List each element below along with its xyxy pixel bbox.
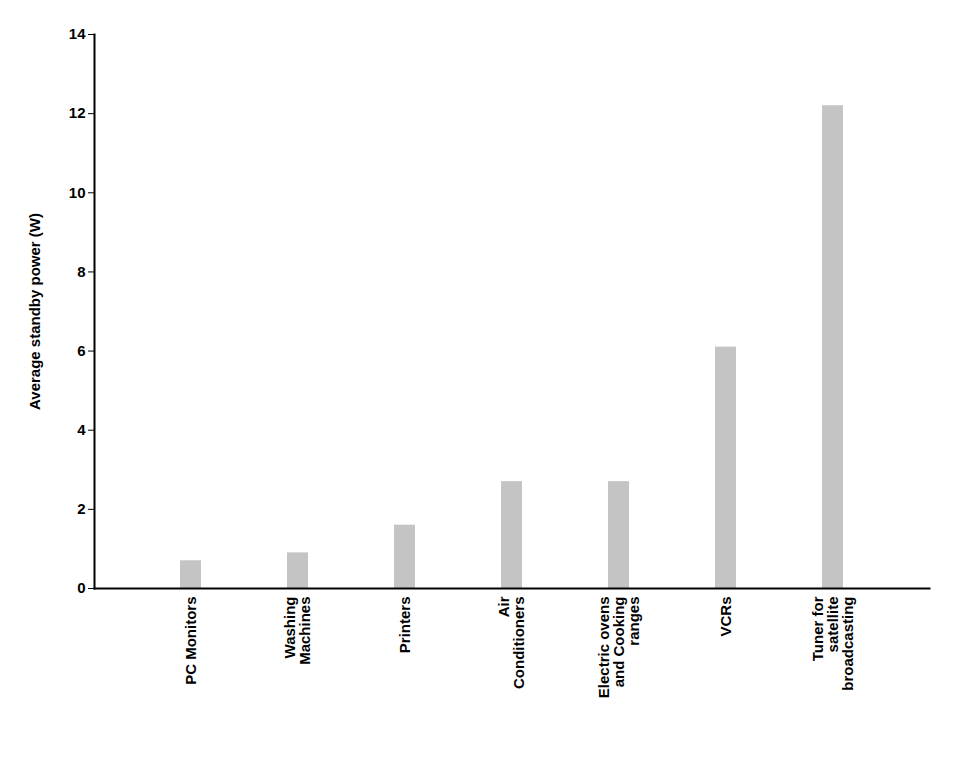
svg-text:WashingMachines: WashingMachines bbox=[281, 597, 313, 665]
svg-text:Electric ovensand Cookingrange: Electric ovensand Cookingranges bbox=[595, 597, 642, 699]
svg-text:Tuner forsatellitebroadcasting: Tuner forsatellitebroadcasting bbox=[809, 596, 856, 690]
svg-text:8: 8 bbox=[77, 263, 85, 280]
svg-text:2: 2 bbox=[77, 500, 85, 517]
svg-text:0: 0 bbox=[77, 579, 85, 596]
svg-text:10: 10 bbox=[69, 184, 86, 201]
svg-text:6: 6 bbox=[77, 342, 85, 359]
svg-text:AirConditioners: AirConditioners bbox=[495, 596, 527, 689]
svg-text:Printers: Printers bbox=[396, 597, 413, 654]
svg-text:VCRs: VCRs bbox=[717, 597, 734, 637]
svg-text:12: 12 bbox=[69, 104, 86, 121]
svg-text:14: 14 bbox=[69, 25, 86, 42]
svg-text:Average standby power (W): Average standby power (W) bbox=[26, 213, 43, 410]
svg-text:PC Monitors: PC Monitors bbox=[182, 597, 199, 685]
svg-text:4: 4 bbox=[77, 421, 86, 438]
